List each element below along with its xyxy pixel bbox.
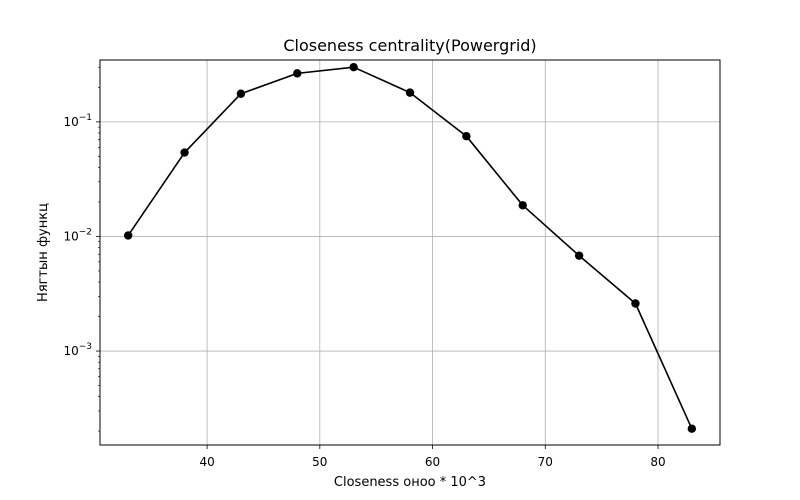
plot-frame (99, 59, 721, 446)
x-tick-label: 40 (199, 455, 214, 469)
data-point (349, 63, 358, 72)
data-series (123, 63, 697, 433)
axis-ticks: 40 50 60 70 80 10−3 10−2 10−1 (63, 66, 666, 469)
data-point (236, 89, 246, 98)
x-tick-label: 60 (425, 455, 440, 469)
y-tick-label: 10−3 (63, 342, 92, 358)
data-point (405, 88, 415, 97)
data-point (518, 201, 527, 210)
x-axis-label: Closeness онoo * 10^3 (334, 475, 486, 490)
data-point (687, 424, 697, 433)
data-point (180, 148, 189, 157)
x-tick-label: 50 (312, 455, 327, 469)
x-tick-label: 80 (650, 455, 665, 469)
data-point (631, 299, 640, 308)
y-tick-label: 10−2 (63, 227, 92, 243)
data-point (123, 231, 133, 240)
y-tick-label: 10−1 (63, 113, 92, 129)
data-point (574, 251, 584, 260)
chart-title: Closeness centrality(Powergrid) (283, 36, 536, 55)
grid-lines (100, 60, 720, 445)
data-point (293, 69, 302, 78)
data-point (462, 131, 471, 141)
x-tick-label: 70 (538, 455, 553, 469)
y-axis-label: Нягтын функц (36, 203, 51, 302)
